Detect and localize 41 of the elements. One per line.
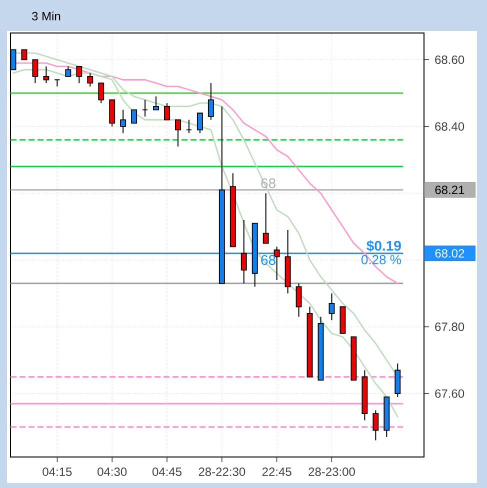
candlestick — [32, 59, 38, 84]
candlestick — [164, 102, 170, 120]
x-tick-label: 04:45 — [152, 468, 182, 476]
chart-title: 3 Min — [32, 12, 60, 20]
annotation: 0.28 % — [361, 255, 401, 264]
x-tick-label: 04:30 — [98, 468, 127, 476]
y-tick-label: 68.60 — [435, 55, 464, 64]
candlestick — [328, 292, 335, 321]
candlestick — [87, 72, 94, 87]
x-tick-label: 22:45 — [262, 468, 292, 476]
y-tick-label: 67.60 — [435, 389, 464, 398]
y-tick-label: 68.40 — [435, 122, 464, 131]
candlestick — [120, 109, 126, 134]
candlestick — [240, 219, 247, 284]
x-tick-label: 04:15 — [42, 468, 72, 476]
candlestick — [394, 363, 401, 398]
candlestick — [196, 112, 203, 134]
candlestick — [21, 49, 28, 60]
candlestick — [208, 82, 214, 120]
candlestick — [142, 99, 148, 117]
candlestick — [43, 66, 50, 84]
candlestick — [98, 82, 104, 104]
x-tick-label: 28-23:00 — [308, 468, 355, 476]
candlestick — [65, 66, 72, 77]
candlestick — [296, 282, 302, 318]
candlestick — [372, 410, 379, 441]
candlestick — [76, 66, 82, 84]
candlestick — [54, 79, 60, 87]
candlestick — [131, 109, 138, 124]
candlestick — [262, 192, 269, 244]
ref-line-label: 68.21 — [435, 186, 464, 194]
candlestick — [153, 96, 159, 110]
annotation: $0.19 — [366, 240, 401, 252]
candlestick — [274, 246, 280, 281]
y-tick-label: 67.80 — [435, 322, 464, 332]
candlestick — [109, 99, 116, 127]
candlestick — [186, 119, 192, 134]
candlestick — [175, 119, 181, 148]
ref-line-label: 68.02 — [435, 249, 464, 258]
x-tick-label: 28-22:30 — [198, 468, 246, 476]
annotation: 68 — [261, 255, 276, 265]
